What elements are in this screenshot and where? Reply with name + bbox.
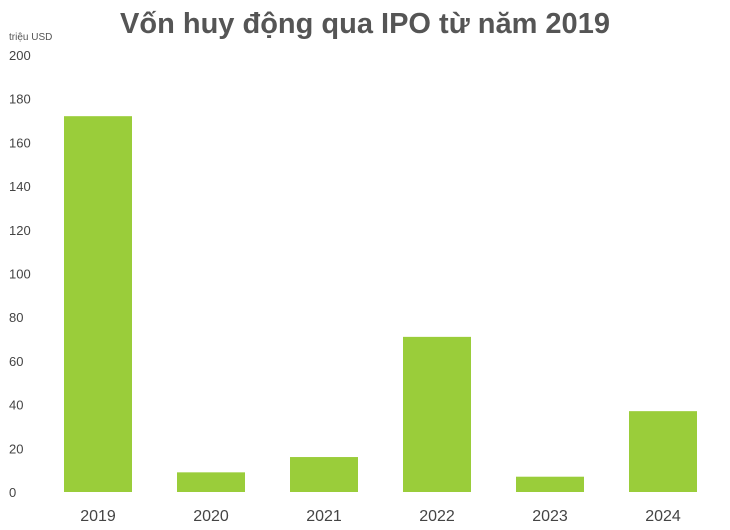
x-tick-label: 2019: [80, 508, 116, 525]
x-tick-label: 2023: [532, 508, 568, 525]
bar-2021: [290, 457, 358, 492]
y-tick-label: 140: [9, 179, 31, 194]
x-axis-ticks: 2019 2020 2021 2022 2023 2024: [80, 508, 681, 525]
y-tick-label: 120: [9, 223, 31, 238]
y-tick-label: 180: [9, 92, 31, 107]
y-axis-unit-label: triệu USD: [9, 32, 52, 43]
x-tick-label: 2021: [306, 508, 342, 525]
y-tick-label: 80: [9, 310, 23, 325]
y-tick-label: 200: [9, 48, 31, 63]
y-tick-label: 160: [9, 135, 31, 150]
x-tick-label: 2024: [645, 508, 681, 525]
chart-title: Vốn huy động qua IPO từ năm 2019: [120, 8, 610, 40]
y-tick-label: 20: [9, 441, 23, 456]
y-tick-label: 60: [9, 354, 23, 369]
bar-2020: [177, 472, 245, 492]
bar-2022: [403, 336, 471, 492]
bar-2023: [516, 476, 584, 492]
y-axis-ticks: 0 20 40 60 80 100 120 140 160 180 200: [9, 48, 31, 500]
bars: [64, 116, 697, 493]
x-tick-label: 2022: [419, 508, 455, 525]
y-tick-label: 0: [9, 485, 16, 500]
bar-2019: [64, 116, 132, 493]
bar-2024: [629, 411, 697, 492]
y-tick-label: 100: [9, 267, 31, 282]
y-tick-label: 40: [9, 398, 23, 413]
x-tick-label: 2020: [193, 508, 229, 525]
